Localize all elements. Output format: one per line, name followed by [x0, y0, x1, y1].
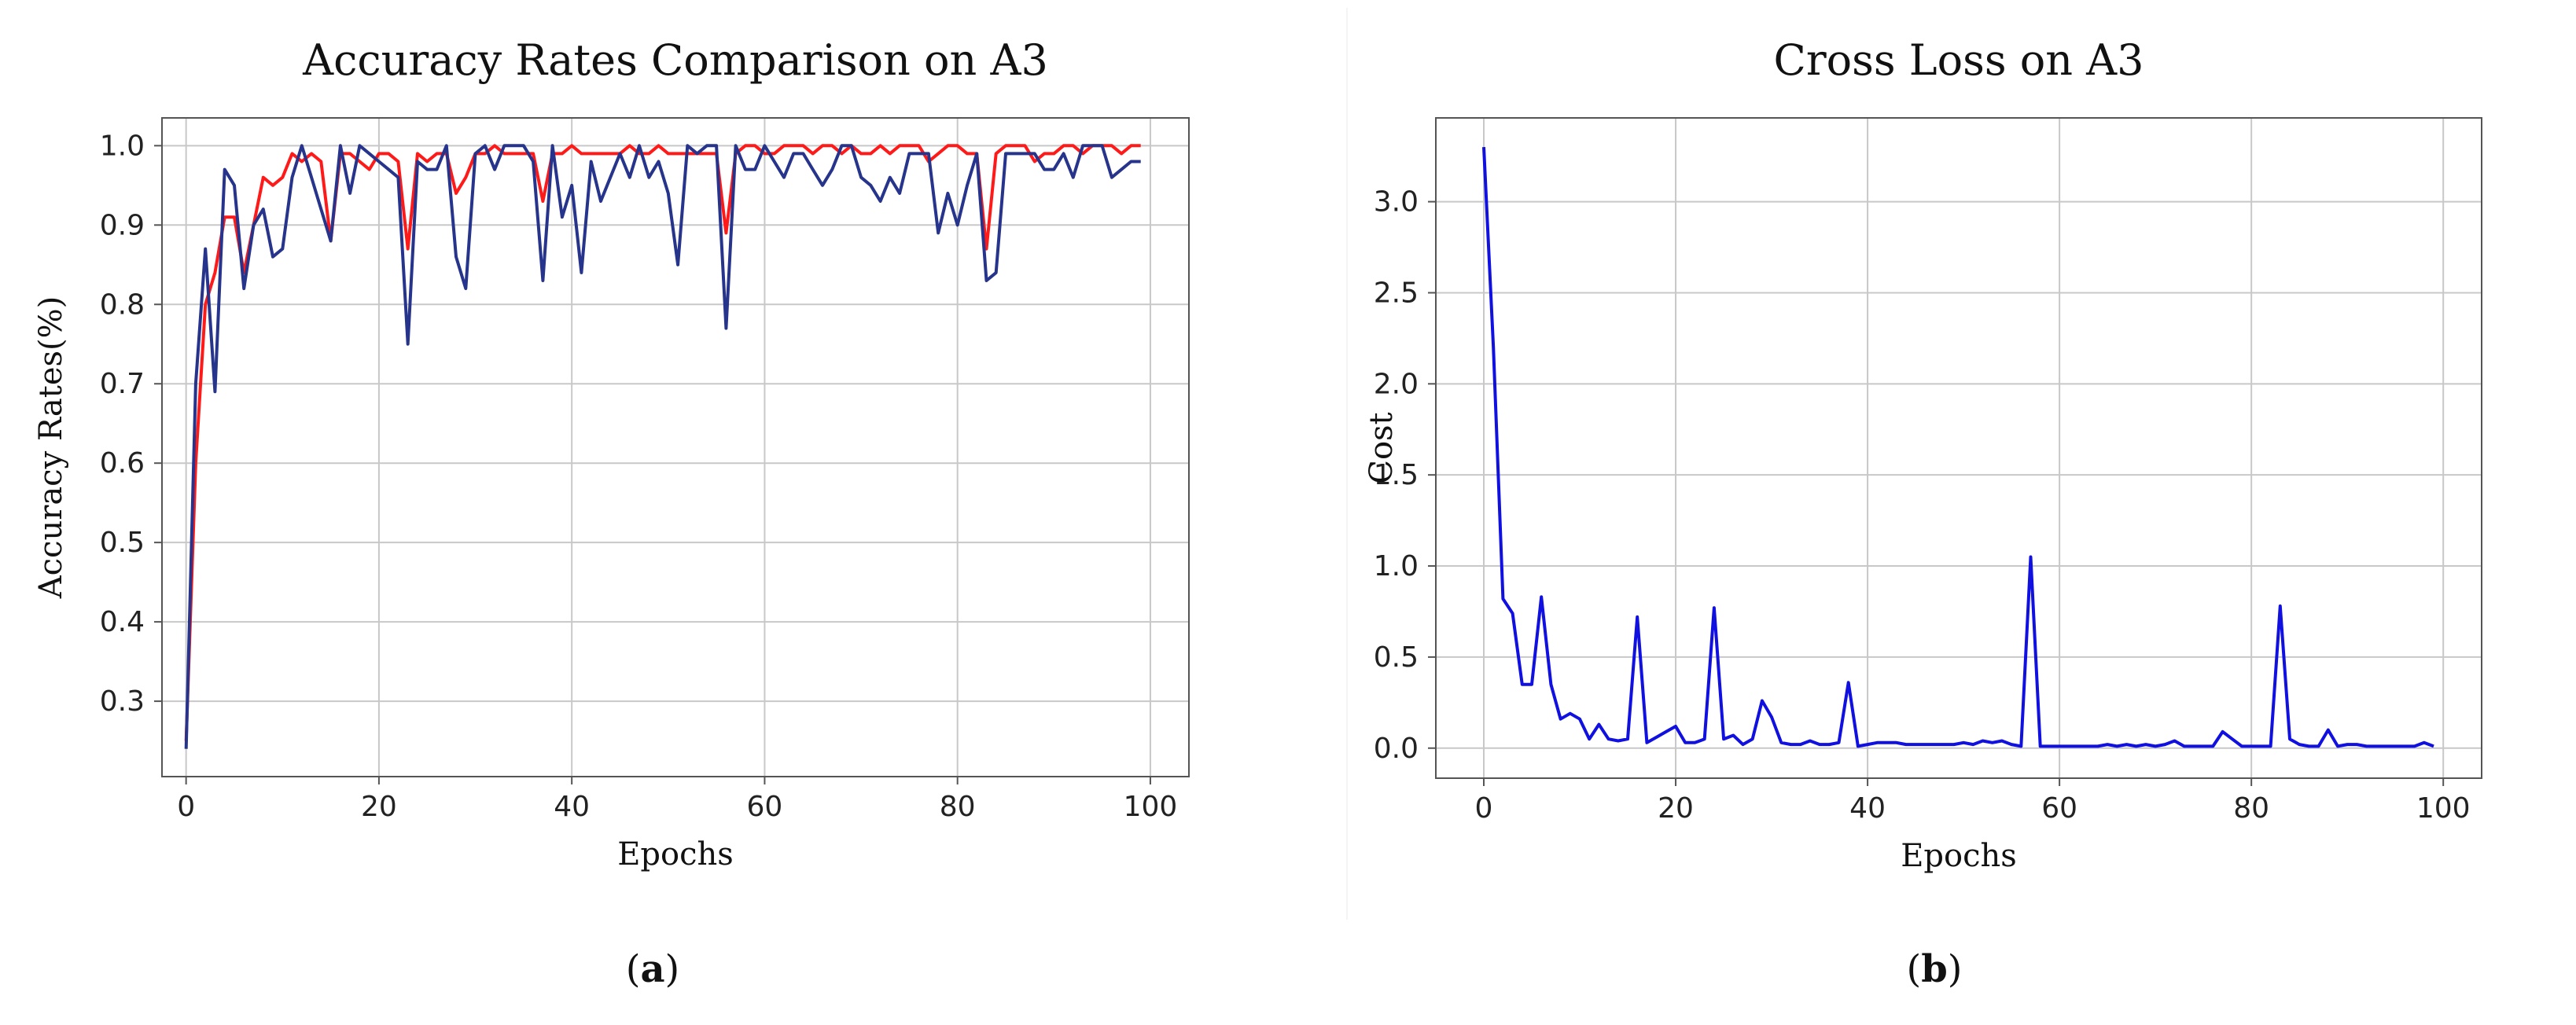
y-tick-label: 1.0 [100, 130, 145, 162]
y-tick-label: 0.4 [100, 606, 145, 638]
x-tick-label: 80 [2233, 792, 2269, 825]
series-line-1 [1482, 147, 2434, 748]
y-tick-label: 0.0 [1374, 733, 1419, 765]
y-axis-label: Accuracy Rates(%) [33, 296, 69, 600]
y-tick-label: 2.5 [1374, 277, 1419, 309]
x-tick-label: 40 [1849, 792, 1886, 825]
y-tick-label: 3.0 [1374, 186, 1419, 219]
x-tick-label: 40 [554, 791, 590, 823]
caption-b: (b) [1906, 947, 1963, 991]
y-tick-label: 1.5 [1374, 459, 1419, 491]
y-tick-label: 2.0 [1374, 368, 1419, 400]
plot-frame [1435, 117, 2482, 779]
y-tick-label: 1.0 [1374, 550, 1419, 582]
chart-title: Accuracy Rates Comparison on A3 [302, 35, 1048, 85]
x-tick-label: 60 [2041, 792, 2077, 825]
x-tick-label: 0 [1475, 792, 1493, 825]
y-tick-label: 0.5 [100, 527, 145, 559]
y-tick-label: 0.8 [100, 288, 145, 321]
loss-chart: Cross Loss on A3 0 20 40 60 80 100 0.0 0.5 1.0 1.5… [1363, 35, 2482, 874]
x-tick-label: 80 [940, 791, 976, 823]
y-axis-label: Cost [1363, 412, 1400, 483]
x-axis-label: Epochs [617, 836, 734, 873]
series-line-2 [184, 144, 1141, 749]
x-tick-label: 20 [1658, 792, 1694, 825]
y-tick-label: 0.3 [100, 685, 145, 718]
y-tick-label: 0.7 [100, 368, 145, 400]
y-tick-label: 0.6 [100, 447, 145, 479]
panel-divider [1346, 8, 1348, 920]
x-tick-label: 0 [177, 791, 195, 823]
y-tick-label: 0.9 [100, 209, 145, 241]
x-tick-label: 100 [1124, 791, 1178, 823]
x-tick-label: 60 [747, 791, 783, 823]
x-tick-label: 100 [2416, 792, 2471, 825]
plot-frame [161, 117, 1190, 777]
accuracy-chart: Accuracy Rates Comparison on A3 0 20 40 60 80… [33, 35, 1190, 873]
x-tick-label: 20 [361, 791, 397, 823]
caption-a: (a) [625, 947, 680, 991]
chart-title: Cross Loss on A3 [1774, 35, 2144, 85]
x-axis-label: Epochs [1901, 838, 2017, 874]
panel-a: Accuracy Rates Comparison on A3 0 20 40 60 80… [33, 35, 1190, 991]
y-tick-label: 0.5 [1374, 641, 1419, 674]
panel-b: Cross Loss on A3 0 20 40 60 80 100 0.0 0.5 1.0 1.5… [1337, 0, 2576, 1025]
